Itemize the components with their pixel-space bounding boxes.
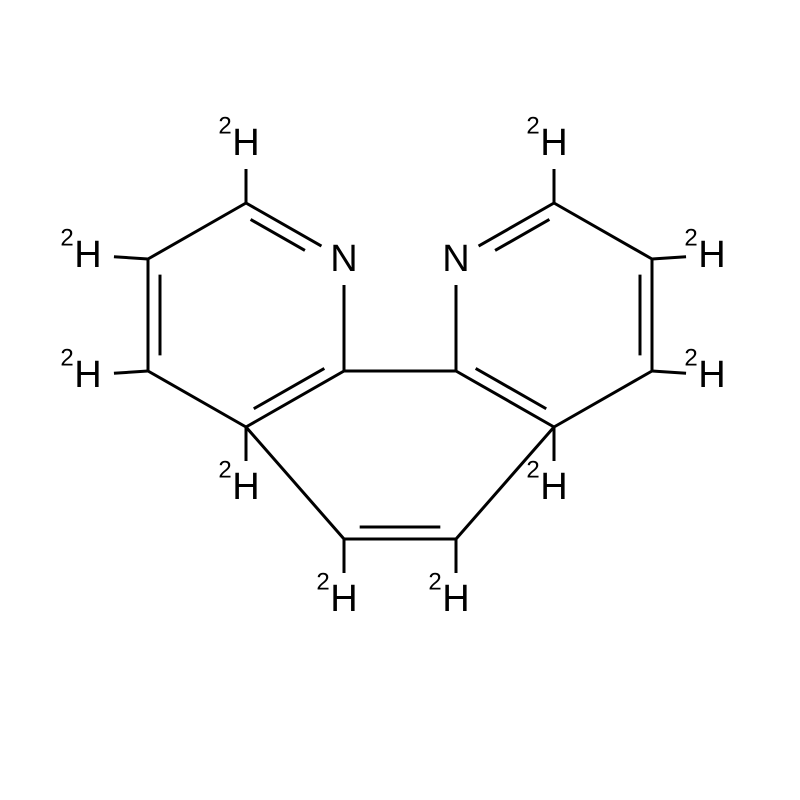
svg-text:H: H	[74, 354, 101, 396]
atom-N_L: N	[330, 238, 357, 280]
svg-text:H: H	[232, 122, 259, 164]
svg-text:2: 2	[218, 112, 231, 139]
atom-H_cbl: H2	[316, 568, 357, 620]
svg-text:2: 2	[60, 344, 73, 371]
svg-text:2: 2	[428, 568, 441, 595]
atom-H_jr: H2	[526, 456, 567, 508]
atom-H_br: H2	[684, 344, 725, 396]
bonds-layer	[114, 169, 686, 573]
svg-text:N: N	[442, 238, 469, 280]
atoms-layer: NNH2H2H2H2H2H2H2H2H2H2	[60, 112, 725, 620]
svg-text:2: 2	[60, 224, 73, 251]
svg-text:H: H	[330, 578, 357, 620]
atom-H_tr: H2	[526, 112, 567, 164]
svg-text:H: H	[698, 354, 725, 396]
chemical-structure-diagram: NNH2H2H2H2H2H2H2H2H2H2	[0, 0, 800, 800]
atom-H_cbr: H2	[428, 568, 469, 620]
svg-text:H: H	[540, 466, 567, 508]
atom-H_bl: H2	[60, 344, 101, 396]
atom-N_R: N	[442, 238, 469, 280]
svg-text:H: H	[74, 234, 101, 276]
svg-text:2: 2	[684, 344, 697, 371]
atom-H_tl: H2	[218, 112, 259, 164]
atom-H_mr: H2	[684, 224, 725, 276]
svg-text:N: N	[330, 238, 357, 280]
atom-H_jl: H2	[218, 456, 259, 508]
atom-H_ml: H2	[60, 224, 101, 276]
svg-text:2: 2	[218, 456, 231, 483]
svg-text:H: H	[232, 466, 259, 508]
svg-text:H: H	[540, 122, 567, 164]
svg-text:2: 2	[316, 568, 329, 595]
svg-text:H: H	[698, 234, 725, 276]
svg-text:2: 2	[526, 456, 539, 483]
svg-text:2: 2	[684, 224, 697, 251]
svg-text:H: H	[442, 578, 469, 620]
svg-text:2: 2	[526, 112, 539, 139]
